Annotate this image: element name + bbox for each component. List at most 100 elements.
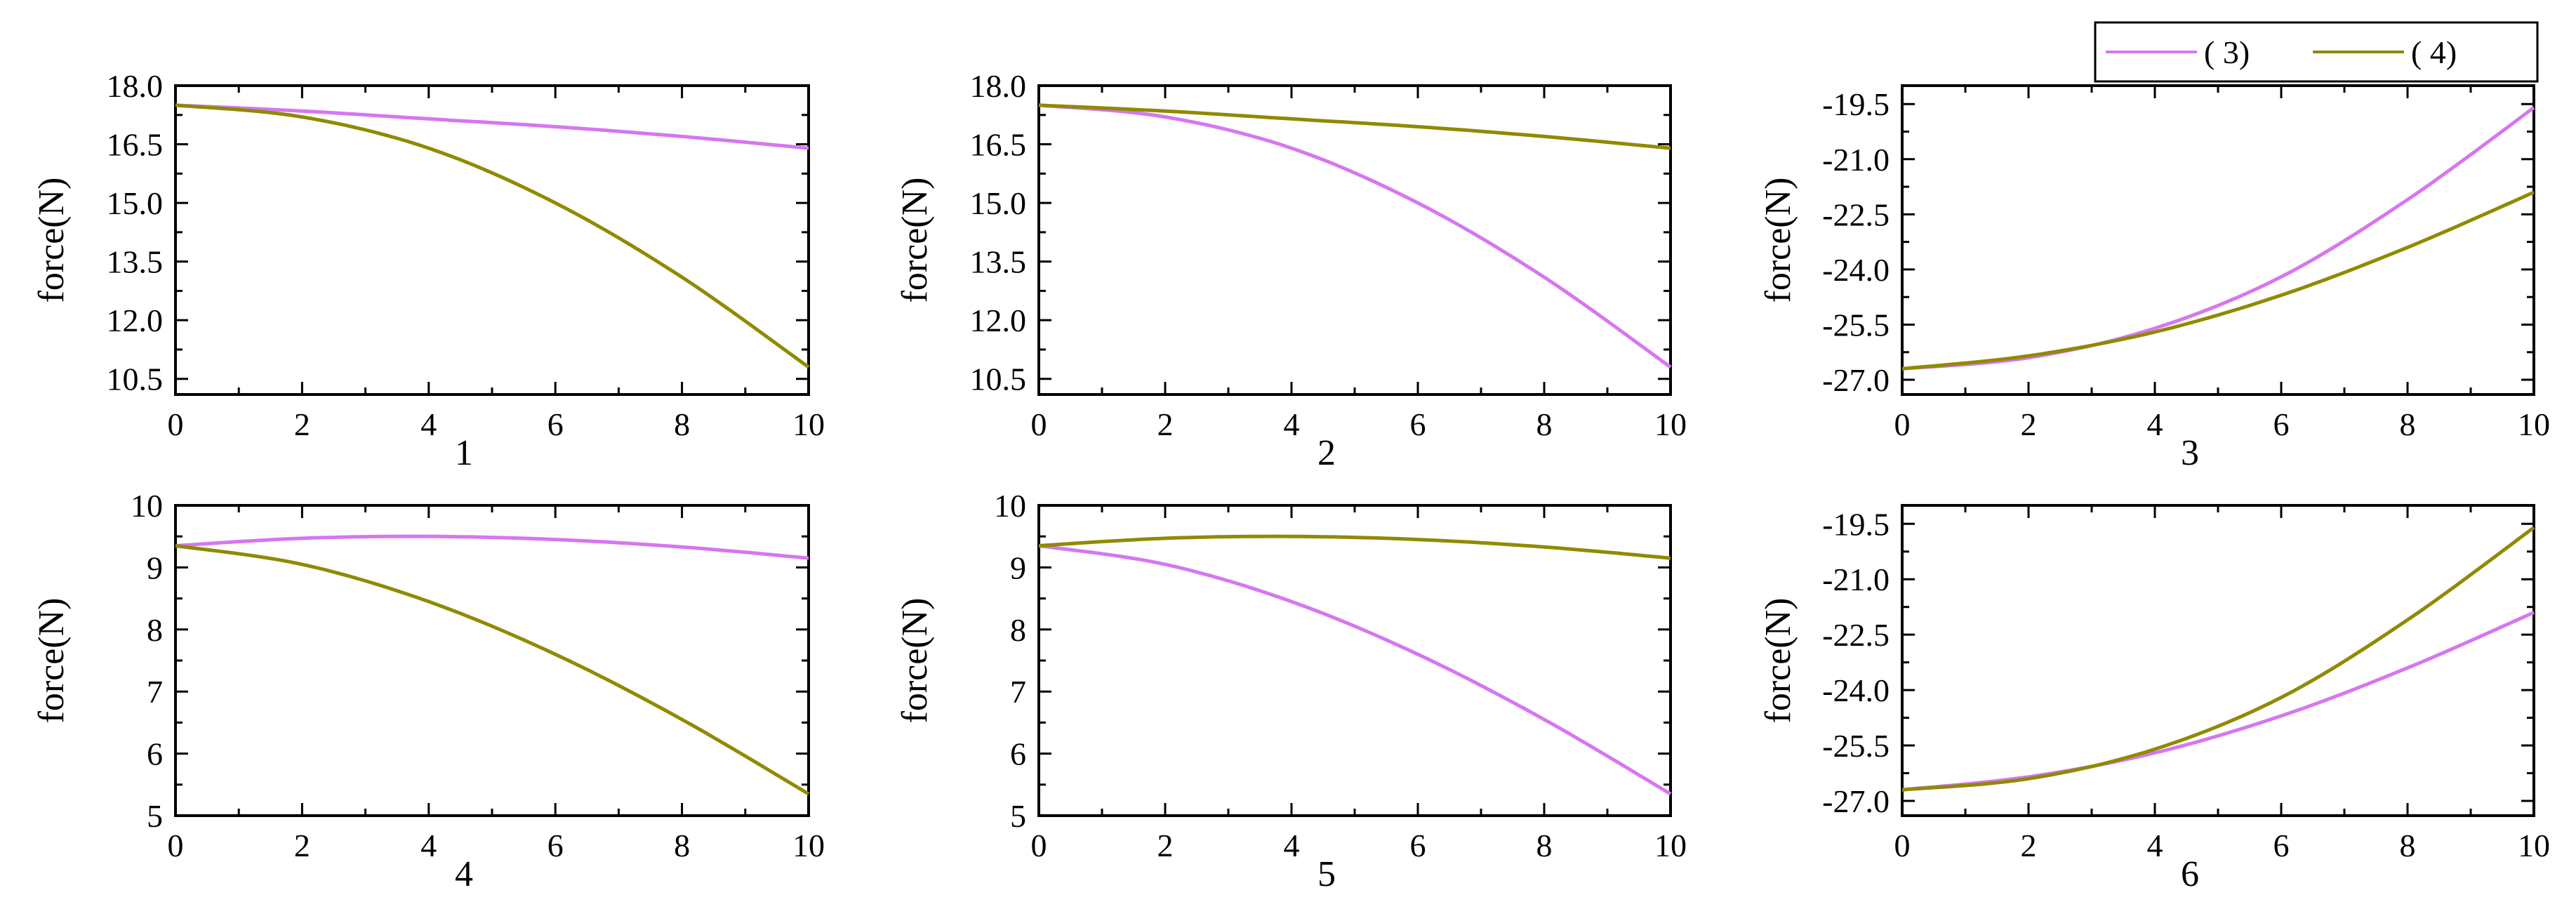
series-line-4: [1038, 103, 1671, 150]
x-tick-label: 4: [420, 406, 437, 442]
x-tick-label: 2: [1157, 406, 1174, 442]
y-tick-label: -25.5: [1822, 307, 1890, 343]
y-tick-label: 8: [147, 612, 163, 648]
y-tick-label: -21.0: [1822, 142, 1890, 178]
y-tick-label: 18.0: [107, 68, 164, 104]
series-line-4: [175, 103, 810, 369]
y-tick-label: 9: [147, 550, 163, 585]
y-tick-label: -22.5: [1822, 617, 1890, 653]
x-tick-label: 6: [547, 406, 564, 442]
y-tick-label: 10: [131, 488, 163, 524]
series-line-3: [1901, 106, 2535, 371]
x-tick-label: 8: [2400, 828, 2416, 863]
y-tick-label: 16.5: [107, 127, 164, 163]
x-tick-label: 4: [1284, 828, 1300, 863]
x-tick-label: 10: [2518, 406, 2550, 442]
x-tick-label: 10: [792, 828, 825, 863]
y-tick-label: 5: [147, 798, 163, 834]
x-tick-label: 0: [1894, 828, 1911, 863]
y-tick-label: -19.5: [1822, 86, 1890, 122]
x-tick-label: 8: [1536, 406, 1553, 442]
x-tick-label: 8: [674, 828, 690, 863]
x-tick-label: 4: [1284, 406, 1300, 442]
y-tick-label: 8: [1010, 612, 1026, 648]
x-tick-label: 10: [2518, 828, 2550, 863]
plot-frame: [174, 84, 810, 396]
y-tick-label: -22.5: [1822, 197, 1890, 232]
y-tick-label: 13.5: [970, 244, 1027, 280]
x-tick-label: 2: [294, 406, 310, 442]
y-tick-label: -27.0: [1822, 362, 1890, 398]
legend-label-series-3: ( 3): [2204, 34, 2250, 70]
legend-label-series-4: ( 4): [2411, 34, 2457, 70]
y-tick-label: -24.0: [1822, 252, 1890, 288]
series-line-3: [1038, 544, 1672, 796]
x-tick-label: 6: [1410, 828, 1426, 863]
y-tick-label: 18.0: [970, 68, 1027, 104]
panel-number-label: 6: [2181, 854, 2199, 894]
series-line-4: [1038, 534, 1671, 560]
series-line-4: [1901, 526, 2535, 792]
y-tick-label: -27.0: [1822, 783, 1890, 819]
panel-3: 0 2 4 6 8 10 -19.5 -21.0 -22.5 -24.0 -25.5 -27.0 for…: [1758, 84, 2550, 473]
y-axis-label: force(N): [1758, 178, 1798, 303]
y-tick-label: 16.5: [970, 127, 1027, 163]
panel-1: 0 2 4 6 8 10 10.5 12.0 13.5 15.0 16.5 18.0 force(N) 1: [32, 68, 825, 473]
x-tick-label: 10: [1654, 406, 1687, 442]
panel-number-label: 5: [1317, 854, 1336, 894]
x-tick-label: 8: [674, 406, 690, 442]
y-tick-label: 12.0: [970, 303, 1027, 338]
x-tick-label: 4: [2147, 406, 2163, 442]
x-tick-label: 4: [420, 828, 437, 863]
series-line-3: [1038, 103, 1672, 369]
x-tick-label: 6: [2273, 828, 2290, 863]
x-tick-label: 10: [792, 406, 825, 442]
x-tick-label: 0: [168, 828, 184, 863]
x-tick-label: 0: [1031, 406, 1047, 442]
x-tick-label: 10: [1654, 828, 1687, 863]
y-tick-label: 5: [1010, 798, 1026, 834]
y-axis-label: force(N): [895, 178, 935, 303]
panel-number-label: 2: [1317, 433, 1336, 473]
y-axis-label: force(N): [895, 598, 935, 724]
y-tick-label: 6: [1010, 736, 1026, 772]
panel-number-label: 4: [455, 854, 473, 894]
plot-frame: [1901, 84, 2535, 396]
plot-frame: [1037, 504, 1672, 817]
x-tick-label: 2: [2021, 406, 2037, 442]
x-tick-label: 4: [2147, 828, 2163, 863]
x-tick-label: 6: [1410, 406, 1426, 442]
plot-frame: [1901, 504, 2535, 817]
y-tick-label: -24.0: [1822, 672, 1890, 708]
y-tick-label: 15.0: [970, 185, 1027, 221]
x-tick-label: 6: [547, 828, 564, 863]
series-line-4: [1901, 190, 2535, 371]
x-tick-label: 0: [1031, 828, 1047, 863]
series-line-3: [175, 534, 809, 560]
x-tick-label: 6: [2273, 406, 2290, 442]
chart-panels: 0 2 4 6 8 1010.512.013.515.016.518.0force(N)1…: [32, 68, 2550, 894]
x-tick-label: 2: [1157, 828, 1174, 863]
x-tick-label: 2: [294, 828, 310, 863]
panel-number-label: 3: [2181, 433, 2199, 473]
panel-number-label: 1: [455, 433, 473, 473]
x-tick-label: 2: [2021, 828, 2037, 863]
x-tick-label: 0: [168, 406, 184, 442]
y-tick-label: 7: [147, 674, 163, 710]
plot-frame: [174, 504, 810, 817]
y-tick-label: 12.0: [107, 303, 164, 338]
y-tick-label: -19.5: [1822, 506, 1890, 542]
x-tick-label: 0: [1894, 406, 1911, 442]
y-tick-label: -25.5: [1822, 728, 1890, 764]
panel-5: 0 2 4 6 8 10 5 6 7 8 9 10 force(N) 5: [895, 488, 1687, 894]
x-tick-label: 8: [1536, 828, 1553, 863]
plot-frame: [1037, 84, 1672, 396]
y-tick-label: 7: [1010, 674, 1026, 710]
y-axis-label: force(N): [1758, 598, 1798, 724]
y-tick-label: 15.0: [107, 185, 164, 221]
series-line-3: [175, 103, 809, 150]
y-axis-label: force(N): [32, 178, 72, 303]
panel-4: 0 2 4 6 8 10 5 6 7 8 9 10 force(N) 4: [32, 488, 825, 894]
